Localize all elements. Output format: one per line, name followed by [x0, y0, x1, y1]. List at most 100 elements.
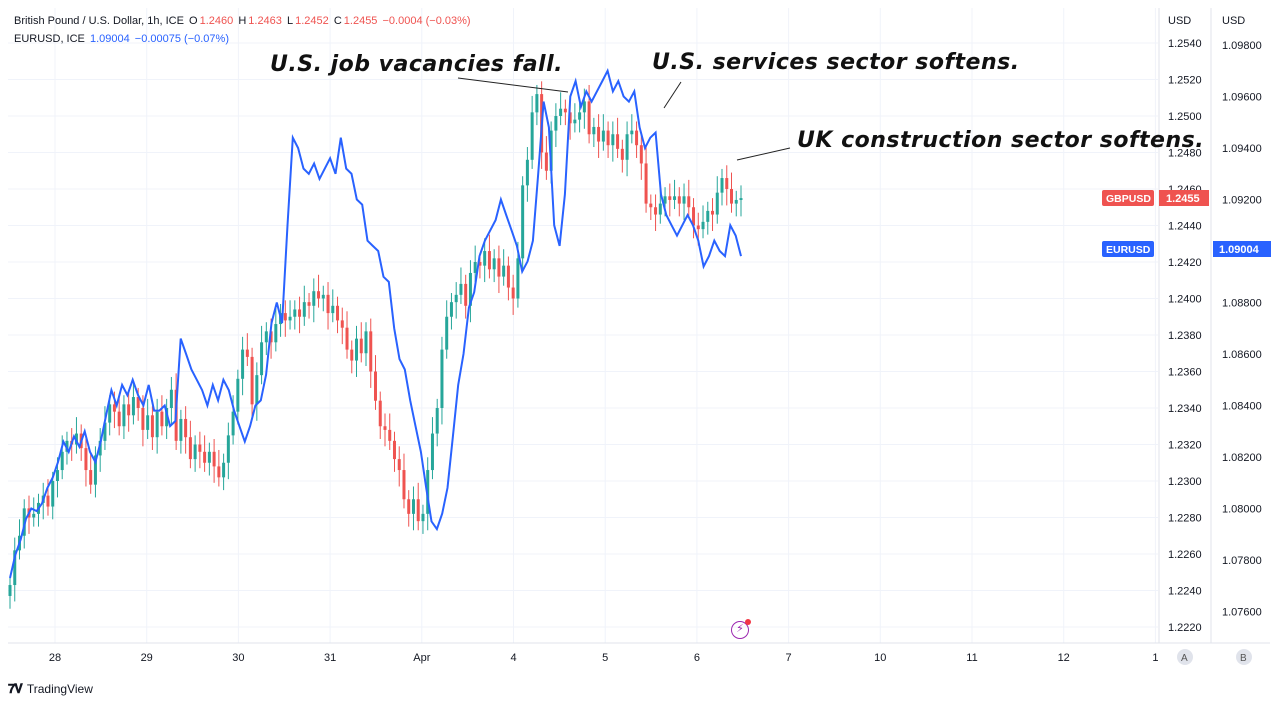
price-tick-b: 1.09600: [1222, 92, 1262, 104]
gbpusd-candle-body: [663, 196, 667, 204]
time-tick: 31: [324, 652, 336, 664]
gbpusd-candle-body: [720, 178, 724, 193]
price-tick-a: 1.2420: [1168, 257, 1202, 269]
gbpusd-candle-body: [226, 435, 230, 463]
svg-text:GBPUSD: GBPUSD: [1106, 193, 1151, 205]
gbpusd-candle-body: [65, 440, 69, 452]
gbpusd-candle-body: [55, 470, 59, 481]
scale-button-b[interactable]: B: [1236, 649, 1252, 665]
gbpusd-candle-body: [739, 198, 743, 200]
tradingview-brand: TradingView: [26, 682, 93, 696]
gbpusd-candle-body: [687, 196, 691, 208]
gbpusd-candle-body: [525, 159, 529, 186]
price-tick-a: 1.2360: [1168, 367, 1202, 379]
gbpusd-candle-body: [473, 262, 477, 273]
gbpusd-legend[interactable]: British Pound / U.S. Dollar, 1h, ICE O 1.…: [14, 15, 473, 27]
price-tick-a: 1.2320: [1168, 440, 1202, 452]
gbpusd-candle-body: [212, 451, 216, 467]
gbpusd-candle-body: [682, 196, 686, 204]
gbpusd-candle-body: [127, 404, 131, 416]
gbpusd-candle-body: [203, 451, 207, 463]
price-tick-a: 1.2480: [1168, 148, 1202, 160]
gbpusd-candle-body: [150, 415, 154, 438]
price-tick-a: 1.2220: [1168, 622, 1202, 634]
gbpusd-candle-body: [625, 134, 629, 160]
axis-a-unit: USD: [1168, 15, 1191, 27]
price-tick-b: 1.09200: [1222, 195, 1262, 207]
gbpusd-candle-body: [122, 404, 126, 427]
time-tick: 10: [874, 652, 886, 664]
svg-text:A: A: [1181, 653, 1188, 664]
gbpusd-candle-body: [497, 258, 501, 277]
gbpusd-candle-body: [597, 126, 601, 142]
gbpusd-candle-body: [397, 459, 401, 471]
gbpusd-candle-body: [459, 283, 463, 295]
eurusd-legend[interactable]: EURUSD, ICE 1.09004 −0.00075 (−0.07%): [14, 33, 231, 45]
annotation-services: U.S. services sector softens.: [652, 50, 1020, 75]
gbpusd-candle-body: [302, 302, 306, 317]
time-tick: 4: [510, 652, 516, 664]
gbpusd-candle-body: [169, 389, 173, 408]
scale-button-a[interactable]: A: [1177, 649, 1193, 665]
gbpusd-candle-body: [155, 411, 159, 438]
gbpusd-candle-body: [730, 189, 734, 204]
price-tick-a: 1.2440: [1168, 221, 1202, 233]
gbpusd-candle-body: [554, 116, 558, 131]
eurusd-price-tag: EURUSD 1.09004: [1102, 241, 1271, 257]
annotation-uk-construction: UK construction sector softens.: [797, 128, 1205, 153]
gbpusd-candle-body: [658, 203, 662, 215]
price-tick-a: 1.2260: [1168, 549, 1202, 561]
gbpusd-candle-body: [374, 371, 377, 401]
gbpusd-candle-body: [269, 331, 273, 343]
gbpusd-legend-name: British Pound / U.S. Dollar, 1h, ICE: [14, 15, 184, 27]
gbpusd-candle-body: [364, 331, 368, 354]
time-axis[interactable]: 28 29 30 31 Apr 4 5 6 7 10 11 12 1: [49, 652, 1159, 664]
gbpusd-candle-body: [445, 316, 449, 350]
gbpusd-candle-body: [98, 440, 102, 456]
gbpusd-candle-body: [544, 152, 548, 171]
gbpusd-candle-body: [435, 408, 439, 434]
gbpusd-close: 1.2455: [343, 15, 378, 27]
gbpusd-candle-body: [407, 499, 411, 514]
price-tick-b: 1.08800: [1222, 298, 1262, 310]
gbpusd-low: 1.2452: [295, 15, 329, 27]
gbpusd-candle-body: [293, 309, 297, 317]
gbpusd-candle-body: [521, 185, 525, 259]
gbpusd-candle-body: [103, 422, 107, 441]
gbpusd-candle-body: [706, 210, 710, 222]
news-bolt-icon[interactable]: ⚡: [731, 619, 751, 639]
price-tick-a: 1.2300: [1168, 476, 1202, 488]
gbpusd-candle-body: [369, 331, 373, 372]
svg-text:B: B: [1240, 653, 1247, 664]
tradingview-logo[interactable]: 𝟕𝐕 TradingView: [8, 681, 93, 697]
gbpusd-candle-body: [84, 448, 88, 471]
notification-dot: [745, 619, 751, 625]
gbpusd-candle-body: [160, 411, 164, 427]
gbpusd-candle-body: [616, 134, 620, 149]
gbpusd-candle-body: [388, 429, 392, 441]
gbpusd-candle-body: [606, 130, 610, 146]
gbpusd-candle-body: [402, 470, 406, 500]
gbpusd-candle-body: [677, 196, 681, 204]
gbpusd-candle-body: [464, 283, 468, 306]
gbpusd-candle-body: [241, 349, 245, 379]
gbpusd-candle-body: [483, 251, 487, 266]
time-tick: 30: [232, 652, 244, 664]
price-tick-a: 1.2280: [1168, 513, 1202, 525]
gbpusd-candle-body: [32, 513, 36, 518]
tradingview-mark-icon: 𝟕𝐕: [8, 681, 23, 696]
gbpusd-candle-body: [578, 112, 582, 120]
gbpusd-candle-body: [274, 324, 278, 343]
gbpusd-candle-body: [131, 397, 135, 416]
gbpusd-candle-body: [696, 225, 700, 230]
price-axis-b[interactable]: 1.098001.096001.094001.092001.090001.088…: [1222, 40, 1262, 619]
eurusd-legend-name: EURUSD, ICE: [14, 33, 85, 45]
job-pointer: [457, 77, 569, 93]
gbpusd-candle-body: [188, 437, 192, 460]
gbpusd-candle-body: [392, 440, 396, 460]
gbpusd-candle-body: [644, 163, 648, 204]
time-tick: 6: [694, 652, 700, 664]
gbpusd-candle-body: [492, 258, 496, 270]
gbpusd-candles: [8, 81, 743, 609]
gbpusd-candle-body: [179, 418, 183, 441]
